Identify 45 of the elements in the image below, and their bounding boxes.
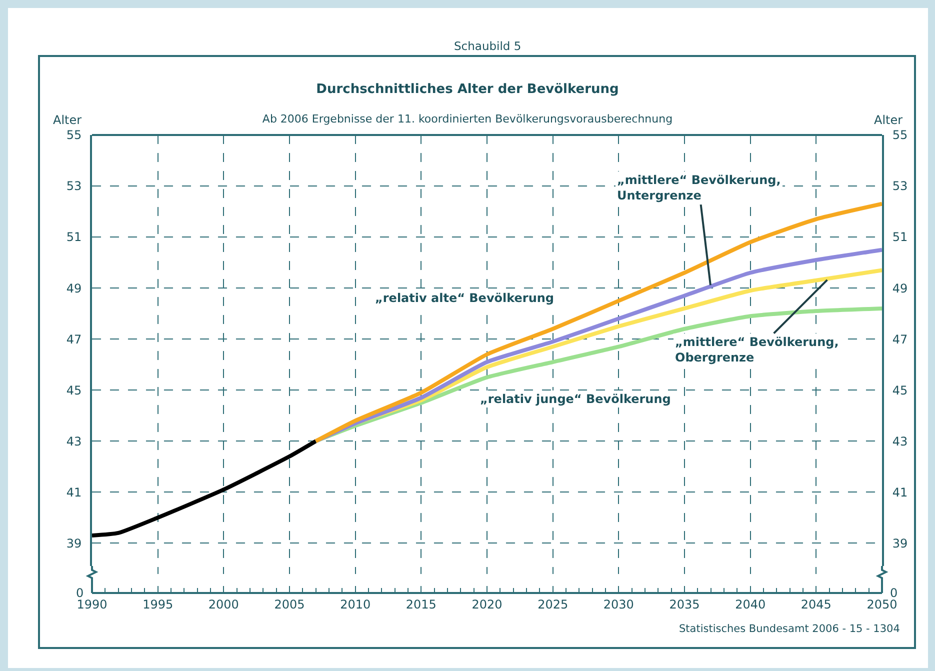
y2-tick-label: 45 [892, 383, 908, 398]
text: Statistisches Bundesamt 2006 - 15 - 1304 [679, 623, 900, 635]
y2-tick-label: 49 [892, 281, 908, 296]
x-tick-label: 2035 [669, 597, 700, 612]
annotation: „relativ junge“ Bevölkerung [480, 392, 671, 406]
x-tick-label: 2030 [603, 597, 634, 612]
chart-subtitle: Ab 2006 Ergebnisse der 11. koordinierten Bevölkerungsvorausberechnung [262, 112, 673, 126]
text: Schaubild 5 [454, 39, 522, 53]
annotation: „relativ alte“ Bevölkerung [375, 291, 554, 305]
y2-tick-label: 47 [892, 332, 908, 346]
y2-tick-label: 39 [892, 536, 908, 550]
y-tick-label: 53 [66, 179, 82, 194]
x-tick-label: 1990 [76, 597, 108, 612]
y2-tick-label: 55 [892, 128, 908, 142]
x-tick-label: 2050 [866, 597, 898, 612]
annotation: „mittlere“ Bevölkerung, Obergrenze [675, 335, 839, 365]
y-tick-label: 45 [66, 383, 82, 398]
x-tick-label: 2025 [538, 597, 568, 612]
y-axis-title: Alter [53, 113, 82, 127]
y2-tick-label: 41 [892, 485, 908, 500]
x-tick-label: 1995 [142, 597, 174, 612]
x-tick-label: 2005 [274, 597, 305, 612]
text: 0 [76, 586, 84, 600]
chart-title: Durchschnittliches Alter der Bevölkerung [316, 82, 619, 97]
y-tick-label: 39 [66, 536, 82, 550]
y-tick-label: 55 [66, 128, 82, 142]
text: 0 [890, 586, 898, 600]
y-tick-label: 41 [66, 485, 82, 500]
x-tick-label: 2000 [208, 597, 239, 612]
x-tick-label: 2015 [406, 597, 436, 612]
annotation: „mittlere“ Bevölkerung, Untergrenze [617, 173, 781, 203]
line-series [92, 439, 318, 538]
y-tick-label: 49 [66, 281, 82, 296]
y-tick-label: 43 [66, 434, 82, 448]
y-tick-label: 47 [66, 332, 82, 346]
x-tick-label: 2040 [735, 597, 766, 612]
y2-tick-label: 51 [892, 230, 908, 244]
y-tick-label: 51 [66, 230, 82, 244]
y2-tick-label: 43 [892, 434, 908, 448]
x-tick-label: 2020 [472, 597, 502, 612]
y2-tick-label: 53 [892, 179, 908, 194]
line-series [314, 202, 882, 444]
x-tick-label: 2045 [800, 597, 832, 612]
y2-axis-title: Alter [874, 113, 903, 127]
x-tick-label: 2010 [340, 597, 371, 612]
